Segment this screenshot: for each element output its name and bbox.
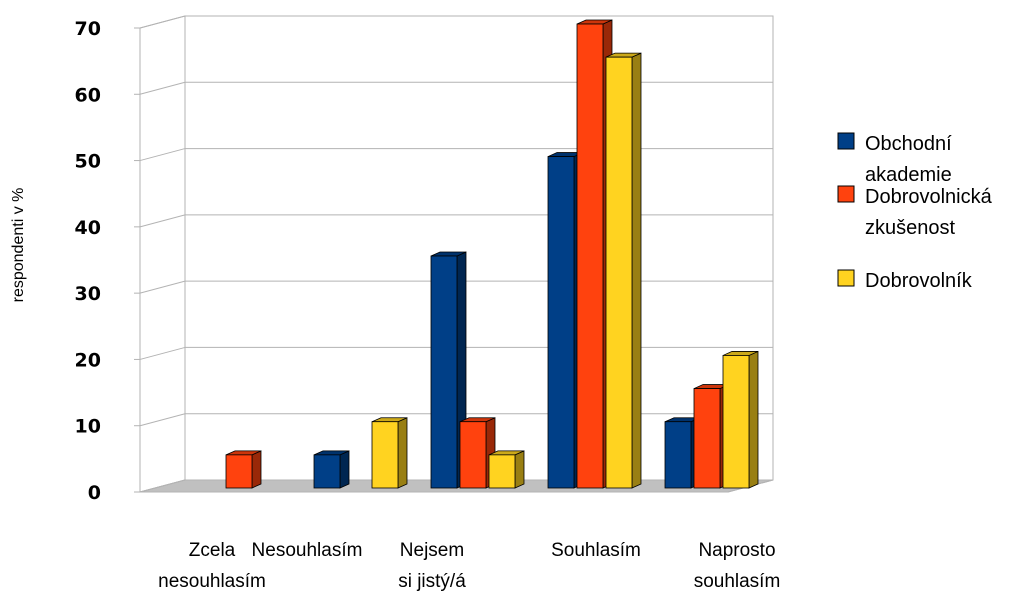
- gridline-wall: [139, 15, 186, 29]
- bar: [722, 350, 759, 489]
- chart-left-wall: [139, 15, 186, 493]
- x-category-label: Naprosto souhlasím: [694, 540, 781, 592]
- gridline-wall: [139, 280, 186, 294]
- x-category-label: Souhlasím: [551, 540, 641, 561]
- legend-item: Dobrovolník: [837, 269, 973, 292]
- y-tick-label: 70: [75, 18, 101, 40]
- x-category-label: Zcela nesouhlasím: [158, 540, 266, 592]
- y-tick-label: 30: [75, 283, 101, 305]
- legend-label: Dobrovolnická zkušenost: [865, 186, 993, 239]
- y-tick-label: 10: [75, 416, 101, 438]
- bar: [225, 450, 262, 489]
- legend-swatch: [837, 132, 855, 150]
- bar: [488, 450, 525, 489]
- chart-back-wall: [184, 15, 774, 481]
- gridline-wall: [139, 148, 186, 162]
- gridline-wall: [139, 413, 186, 427]
- gridline-wall: [139, 479, 186, 493]
- y-tick-label: 60: [75, 84, 101, 106]
- legend-item: Obchodní akademie: [837, 132, 952, 186]
- gridline-wall: [139, 81, 186, 95]
- y-tick-label: 20: [75, 349, 101, 371]
- legend-label: Obchodní akademie: [865, 133, 952, 186]
- y-tick-label: 0: [88, 482, 101, 504]
- x-category-label: Nejsem si jistý/á: [398, 540, 466, 592]
- bar: [313, 450, 350, 489]
- legend-label: Dobrovolník: [865, 270, 973, 292]
- gridline-wall: [139, 346, 186, 360]
- gridline-wall: [139, 214, 186, 228]
- legend-item: Dobrovolnická zkušenost: [837, 185, 993, 239]
- bar: [605, 52, 642, 489]
- x-category-label: Nesouhlasím: [252, 540, 363, 561]
- y-tick-label: 50: [75, 151, 101, 173]
- y-tick-label: 40: [75, 217, 101, 239]
- legend-swatch: [837, 269, 855, 287]
- y-axis-title: respondenti v %: [10, 188, 27, 303]
- y-axis-ticks: 0 10 20 30 40 50 60 70: [75, 18, 101, 504]
- legend-swatch: [837, 185, 855, 203]
- bar: [371, 417, 408, 489]
- chart-bars: [225, 19, 759, 489]
